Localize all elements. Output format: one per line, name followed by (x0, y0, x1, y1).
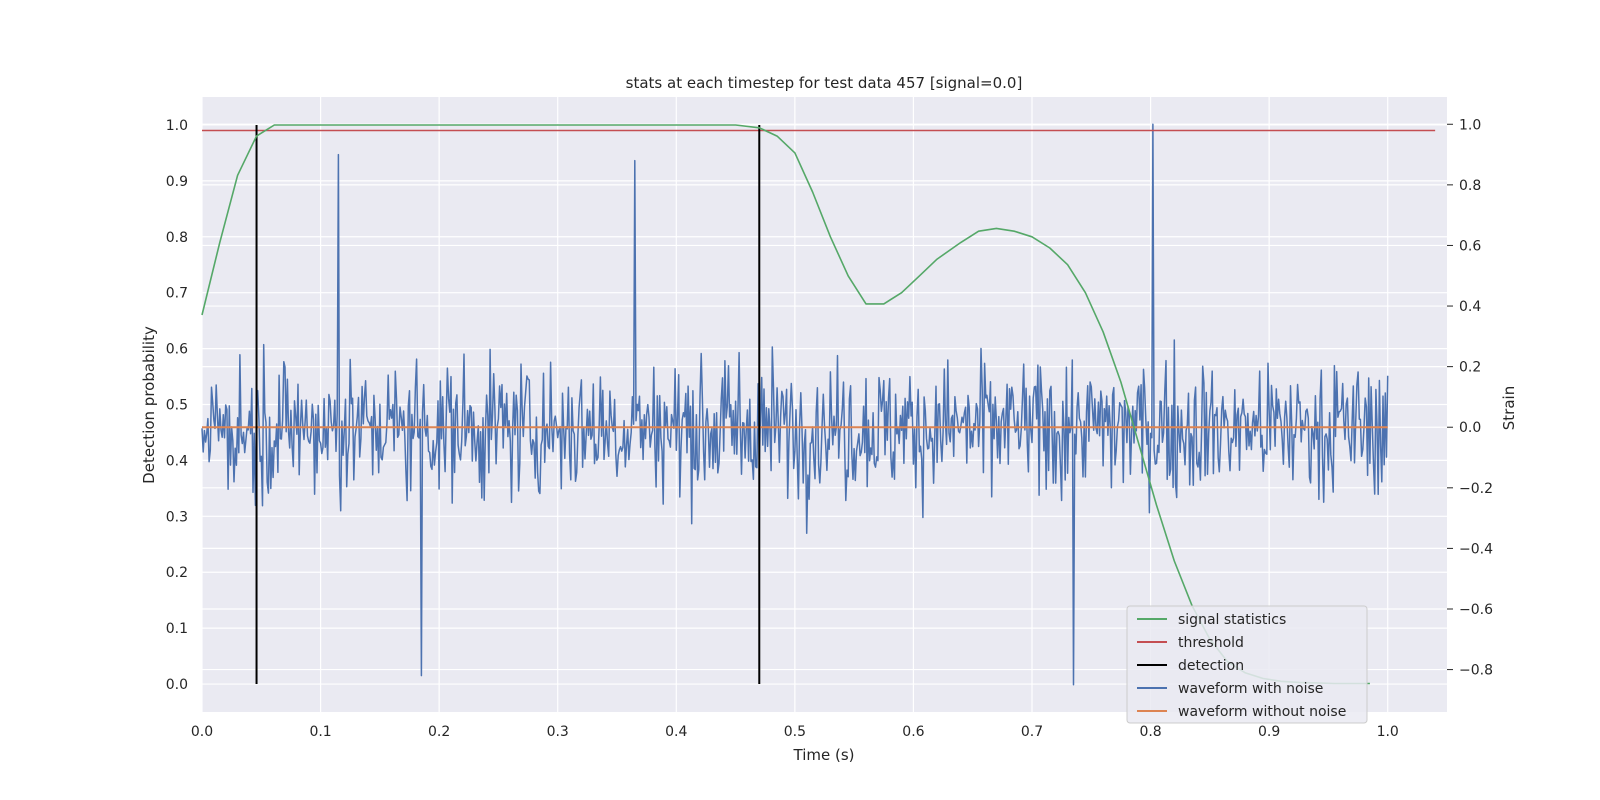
y2-tick-label: −0.6 (1459, 602, 1493, 618)
legend: signal statistics threshold detection wavef… (1126, 605, 1368, 724)
y2-tick-label: 0.8 (1459, 178, 1481, 194)
y-tick-label: 0.3 (166, 509, 188, 525)
y2-axis-label: Strain (1500, 386, 1518, 430)
legend-label: signal statistics (1178, 612, 1286, 628)
x-tick-label: 0.8 (1139, 724, 1161, 740)
x-tick-label: 0.1 (309, 724, 331, 740)
x-tick-label: 1.0 (1377, 724, 1399, 740)
x-tick-label: 0.5 (784, 724, 806, 740)
y2-tick-label: 0.4 (1459, 299, 1481, 315)
chart-title: stats at each timestep for test data 457… (626, 74, 1023, 92)
y-tick-label: 0.4 (166, 453, 188, 469)
y-tick-label: 0.0 (166, 677, 188, 693)
y-axis-label: Detection probability (140, 326, 158, 484)
x-tick-label: 0.6 (902, 724, 924, 740)
y2-tick-label: 1.0 (1459, 117, 1481, 133)
y-axis-ticks: 0.0 0.1 0.2 0.3 0.4 0.5 0.6 0.7 0.8 0.9 1.0 (166, 118, 188, 693)
series-waveform-with-noise (201, 123, 1389, 686)
y-tick-label: 0.6 (166, 342, 188, 358)
y2-tick-label: −0.4 (1459, 541, 1493, 557)
legend-label: waveform with noise (1178, 681, 1323, 697)
x-tick-label: 0.3 (547, 724, 569, 740)
y-tick-label: 0.9 (166, 174, 188, 190)
y-tick-label: 0.7 (166, 286, 188, 302)
y-tick-label: 0.5 (166, 398, 188, 414)
x-tick-label: 0.0 (191, 724, 213, 740)
legend-box (1126, 605, 1368, 724)
x-tick-label: 0.7 (1021, 724, 1043, 740)
x-tick-label: 0.4 (665, 724, 687, 740)
legend-label: detection (1178, 658, 1244, 674)
x-axis-ticks: 0.0 0.1 0.2 0.3 0.4 0.5 0.6 0.7 0.8 0.9 1.0 (191, 724, 1399, 740)
legend-label: waveform without noise (1178, 704, 1346, 720)
legend-label: threshold (1178, 635, 1244, 651)
y2-tick-label: 0.0 (1459, 420, 1481, 436)
y2-axis-ticks: −0.8 −0.6 −0.4 −0.2 0.0 0.2 0.4 0.6 0.8 1.0 (1447, 117, 1493, 679)
x-tick-label: 0.2 (428, 724, 450, 740)
x-tick-label: 0.9 (1258, 724, 1280, 740)
x-axis-label: Time (s) (793, 746, 855, 764)
y2-tick-label: −0.2 (1459, 481, 1493, 497)
y-tick-label: 0.1 (166, 621, 188, 637)
y-tick-label: 0.2 (166, 565, 188, 581)
y-tick-label: 1.0 (166, 118, 188, 134)
y2-tick-label: 0.6 (1459, 238, 1481, 254)
y2-tick-label: −0.8 (1459, 663, 1493, 679)
y2-tick-label: 0.2 (1459, 360, 1481, 376)
y-tick-label: 0.8 (166, 230, 188, 246)
